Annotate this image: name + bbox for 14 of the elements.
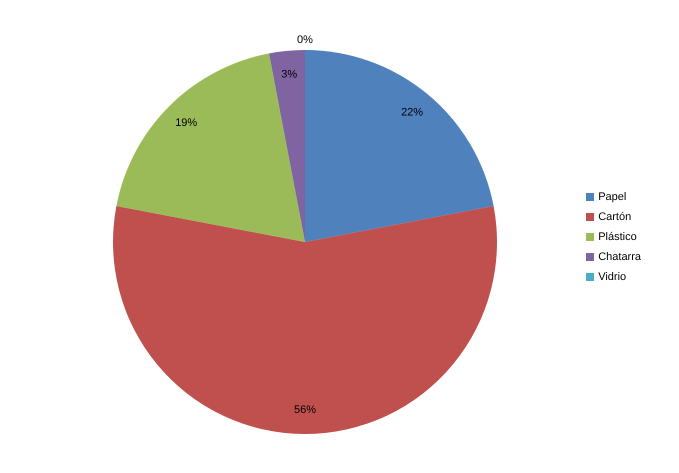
data-label: 3%: [281, 68, 298, 81]
data-label: 56%: [294, 404, 316, 416]
legend-label: Plástico: [598, 230, 637, 242]
data-label: 22%: [401, 106, 424, 119]
pie-slice: [269, 50, 305, 242]
data-label: 19%: [175, 117, 198, 130]
legend-label: Vidrio: [598, 270, 626, 282]
legend-label: Cartón: [598, 210, 632, 222]
pie-slice: [305, 50, 494, 242]
legend-label: Chatarra: [598, 250, 641, 262]
legend-label: Papel: [598, 190, 626, 202]
text: 0%: [297, 34, 313, 46]
pie-slice: [113, 206, 497, 434]
pie-slice: [116, 53, 305, 242]
